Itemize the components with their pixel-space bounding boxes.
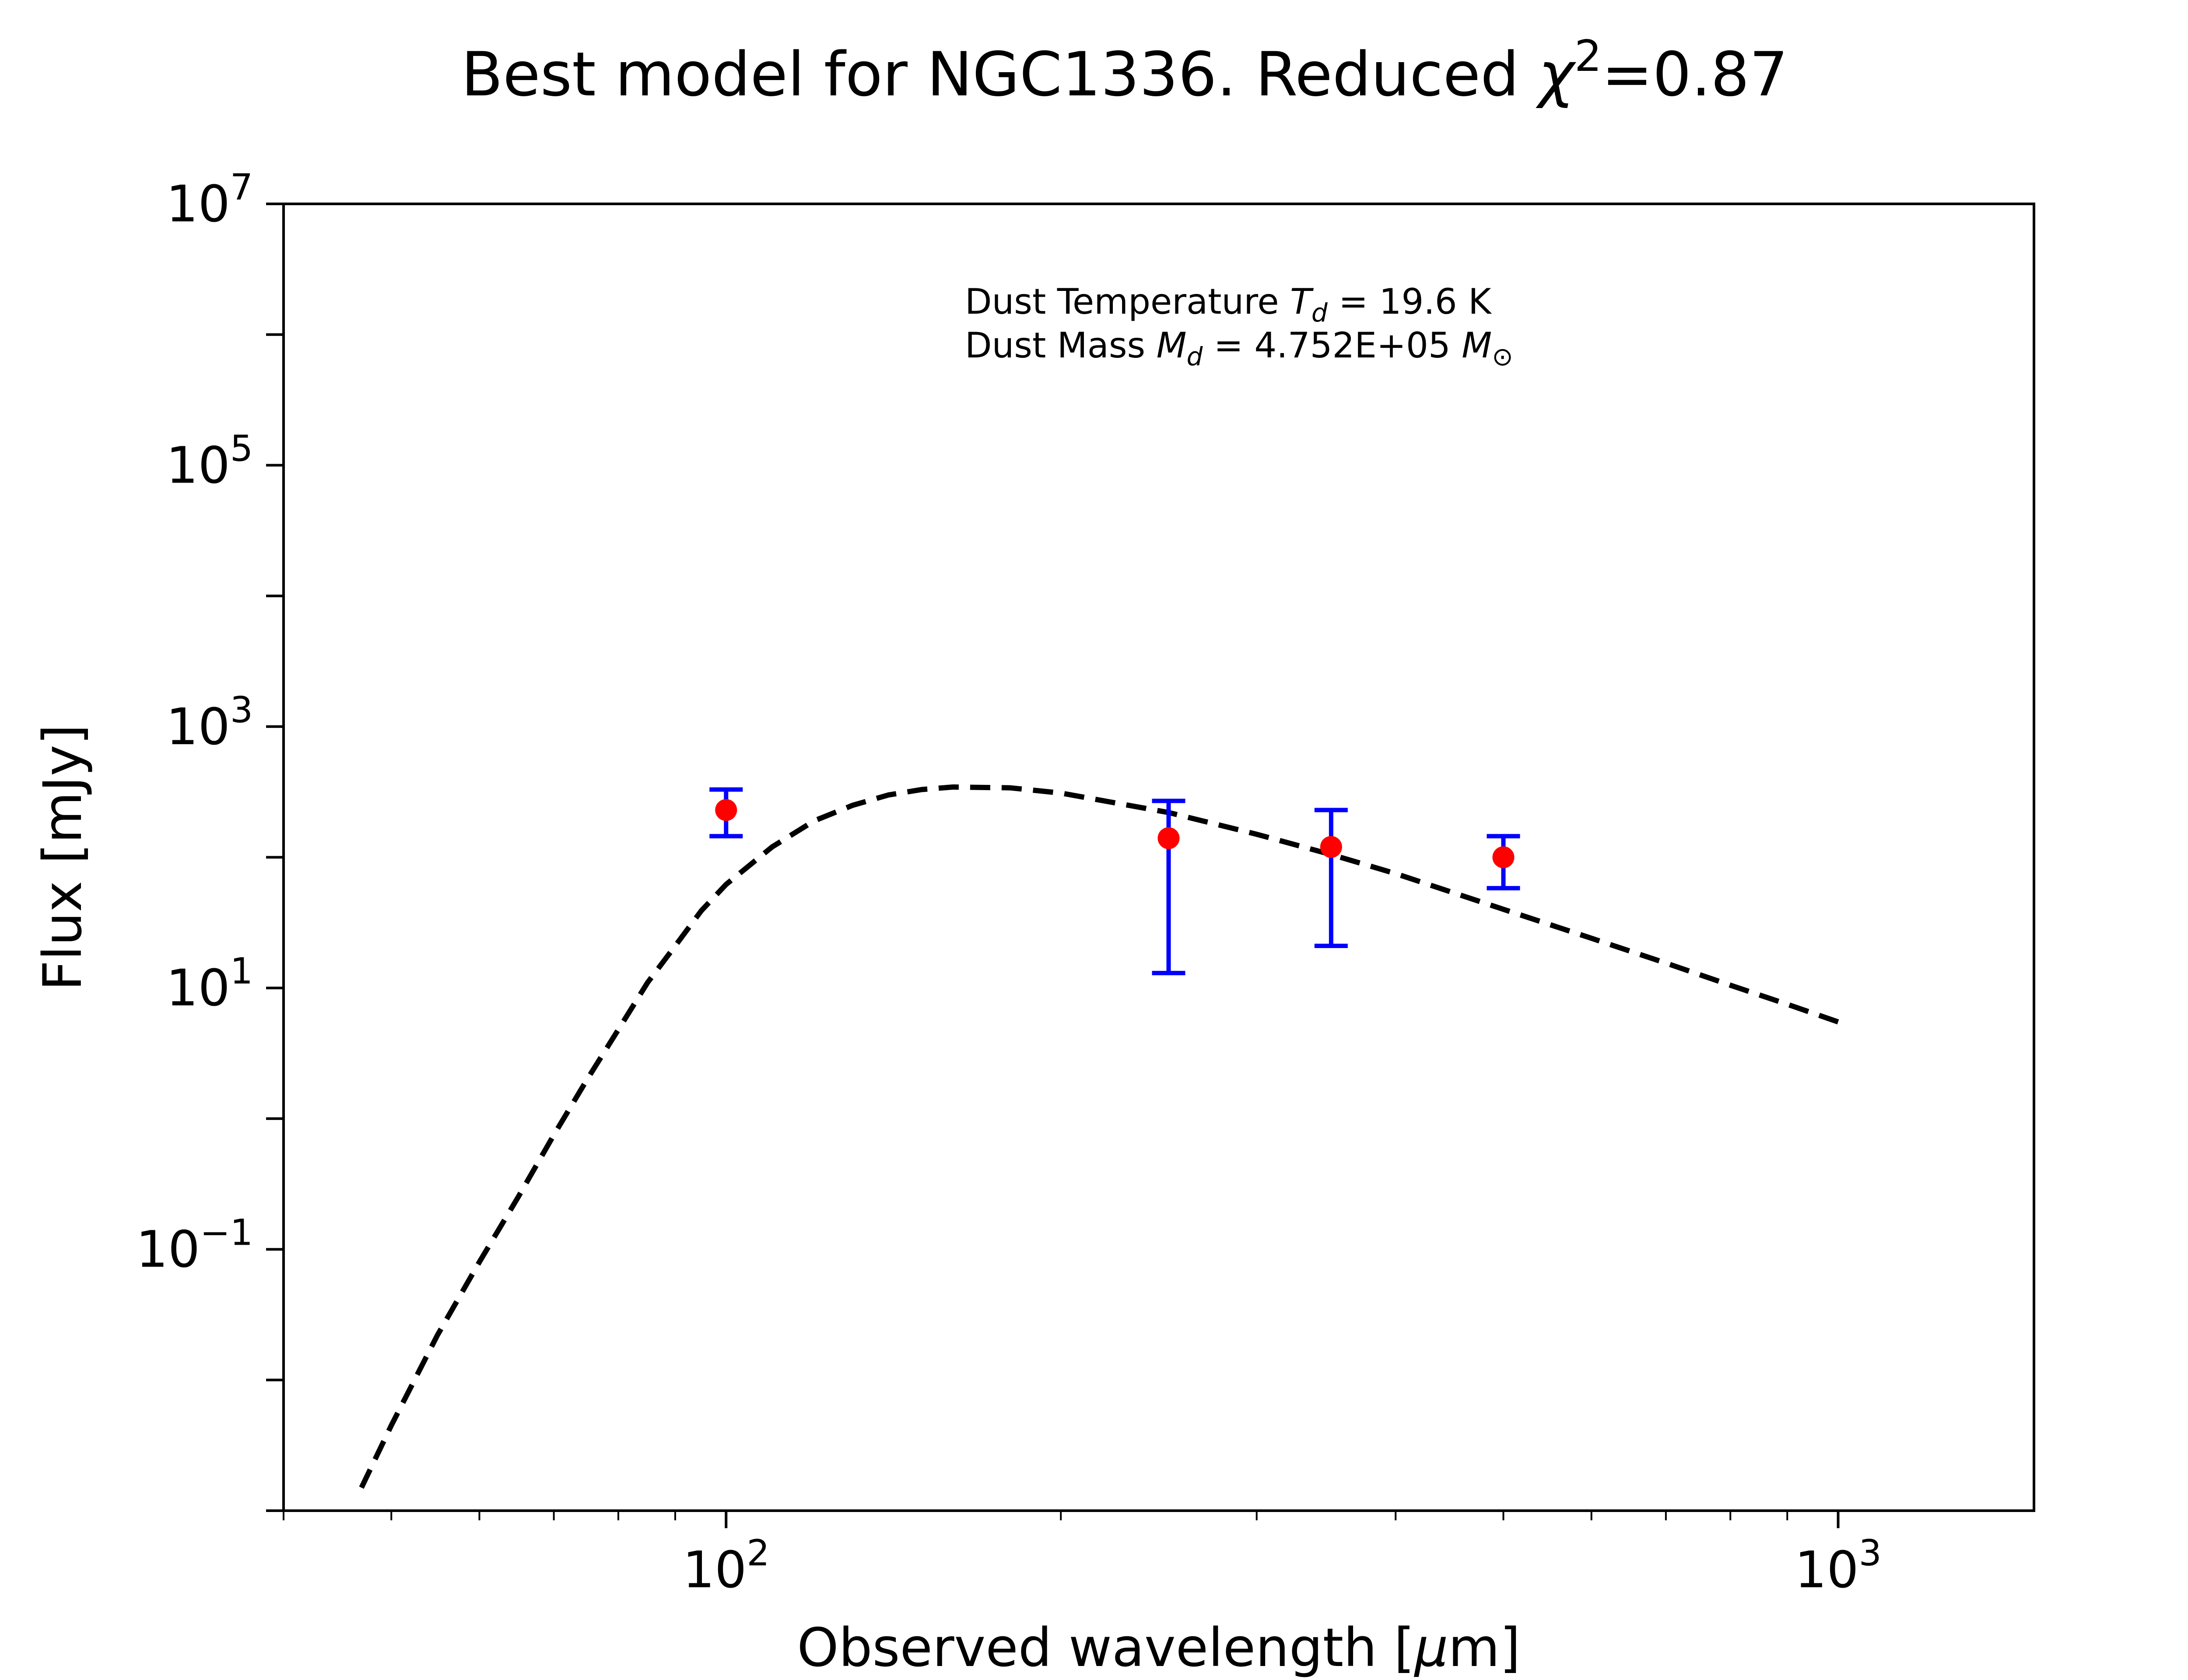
y-tick-label: 107	[166, 167, 253, 234]
annot2-sub: d	[1187, 342, 1203, 371]
annot2-middle: = 4.752E+05	[1203, 325, 1462, 366]
y-tick-label: 103	[166, 690, 253, 756]
x-tick-label: 102	[683, 1533, 770, 1600]
data-point	[1157, 827, 1180, 849]
title-symbol: χ	[1536, 39, 1577, 110]
data-point	[1492, 846, 1515, 868]
x-axis-ticks: 102 103	[283, 1511, 1882, 1600]
model-curve-layer	[359, 784, 1839, 1489]
y-tick-label: 105	[166, 428, 253, 495]
y-axis-label: Flux [mJy]	[32, 724, 94, 991]
chart-title: Best model for NGC1336. Reduced χ2=0.87	[461, 32, 1788, 110]
data-point-layer	[715, 799, 1515, 868]
x-tick-label: 103	[1795, 1533, 1882, 1600]
title-suffix: =0.87	[1602, 39, 1788, 110]
title-exponent: 2	[1574, 32, 1602, 81]
annot2-unit-symbol: M	[1462, 325, 1492, 366]
y-tick-label: 101	[166, 951, 253, 1018]
title-prefix: Best model for NGC1336. Reduced	[461, 39, 1539, 110]
annot1-symbol: T	[1290, 281, 1314, 322]
xlabel-suffix: m]	[1448, 1617, 1521, 1679]
plot-frame	[282, 203, 2035, 1512]
annot2-prefix: Dust Mass	[965, 325, 1157, 366]
annot1-sub: d	[1311, 298, 1328, 328]
y-axis-ticks: 10−1 101 103 105 107	[136, 167, 284, 1512]
x-axis-label: Observed wavelength [μm]	[797, 1617, 1520, 1679]
annot1-prefix: Dust Temperature	[965, 281, 1290, 322]
annot2-symbol: M	[1157, 325, 1187, 366]
annotation-dust-mass: Dust Mass Md = 4.752E+05 M⊙	[965, 325, 1513, 371]
annot1-suffix: = 19.6 K	[1328, 281, 1492, 322]
xlabel-prefix: Observed wavelength [	[797, 1617, 1414, 1679]
data-point	[715, 799, 737, 821]
errorbar-layer	[709, 787, 1520, 976]
annot2-unit-sub: ⊙	[1492, 342, 1513, 371]
model-curve	[359, 784, 1839, 1489]
annotation-dust-temperature: Dust Temperature Td = 19.6 K	[965, 281, 1492, 328]
y-tick-label: 10−1	[136, 1212, 253, 1279]
data-point	[1320, 836, 1342, 858]
xlabel-symbol: μ	[1414, 1617, 1448, 1679]
